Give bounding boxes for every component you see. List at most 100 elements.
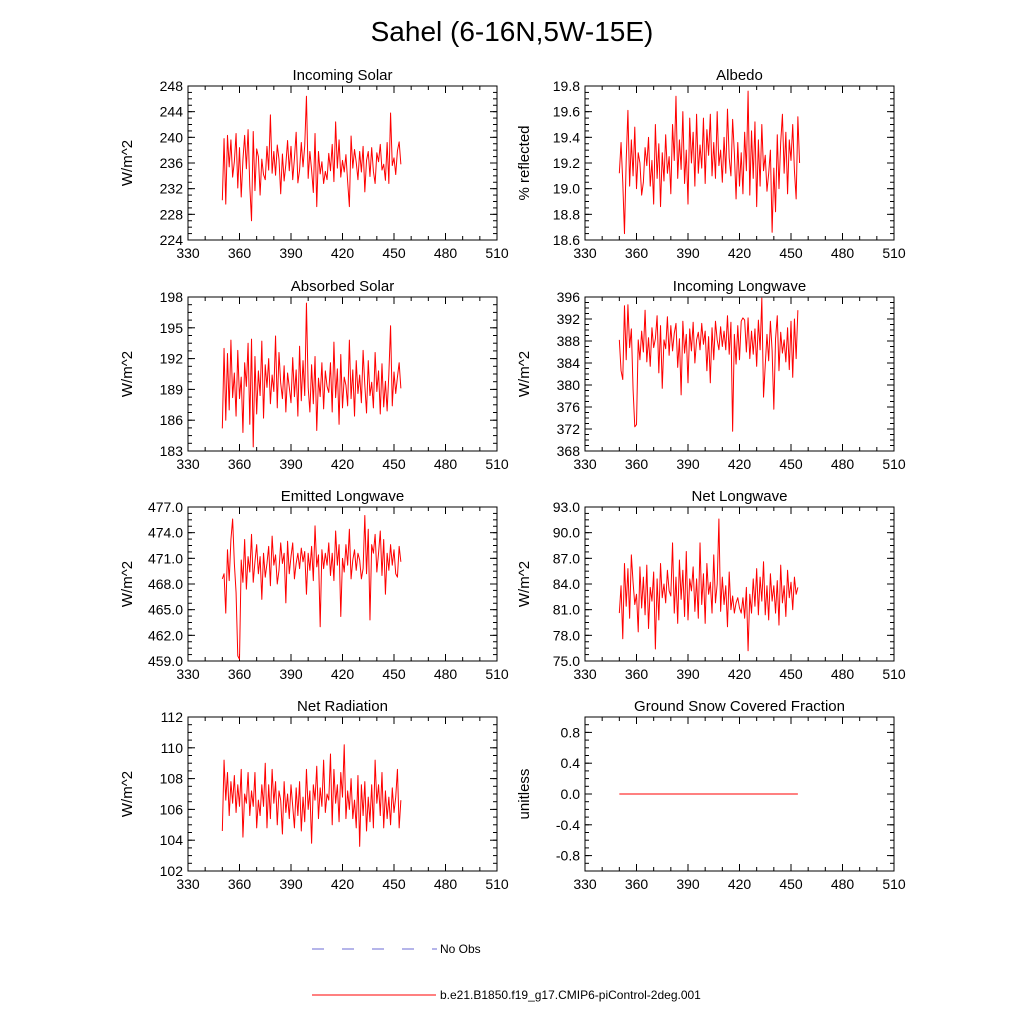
panel-title: Absorbed Solar (291, 278, 394, 295)
x-tick-label: 480 (434, 666, 458, 682)
series-line-absorbed-solar (221, 302, 402, 448)
panel-ground-snow-covered-fraction: Ground Snow Covered Fraction unitless 330 3… (516, 698, 906, 892)
x-tick-label: 330 (573, 245, 597, 261)
y-tick-label: 380 (557, 377, 581, 393)
panel-title: Incoming Solar (292, 67, 392, 84)
y-tick-label: 192 (160, 351, 184, 367)
y-tick-label: 232 (160, 181, 184, 197)
y-tick-label: -0.4 (556, 817, 580, 833)
y-tick-label: 108 (160, 771, 184, 787)
y-tick-label: 224 (160, 232, 184, 248)
x-tick-label: 360 (228, 456, 252, 472)
y-tick-label: 19.6 (553, 104, 580, 120)
x-tick-label: 390 (676, 456, 700, 472)
x-tick-label: 360 (625, 245, 649, 261)
panel-title: Emitted Longwave (281, 488, 404, 505)
x-tick-label: 450 (382, 876, 406, 892)
x-tick-label: 390 (279, 245, 303, 261)
x-tick-label: 480 (831, 876, 855, 892)
y-tick-label: 468.0 (148, 576, 183, 592)
x-tick-label: 390 (676, 245, 700, 261)
x-tick-label: 450 (382, 456, 406, 472)
plot-frame (584, 296, 895, 452)
y-tick-label: 396 (557, 289, 581, 305)
y-axis-label: W/m^2 (119, 771, 136, 817)
panel-title: Net Longwave (692, 488, 788, 505)
panel-incoming-solar: Incoming Solar W/m^2 330 360 390 420 450 480 510… (119, 67, 509, 261)
y-tick-label: 102 (160, 863, 184, 879)
x-tick-label: 420 (331, 876, 355, 892)
y-tick-label: 104 (160, 832, 184, 848)
x-tick-label: 450 (382, 245, 406, 261)
y-axis-label: W/m^2 (516, 351, 533, 397)
panel-title: Albedo (716, 67, 763, 84)
series-line-albedo (618, 90, 801, 235)
x-tick-label: 480 (434, 876, 458, 892)
y-tick-label: 372 (557, 421, 581, 437)
x-tick-label: 360 (625, 666, 649, 682)
y-axis-label: W/m^2 (516, 561, 533, 607)
x-tick-label: 510 (882, 666, 906, 682)
series-line-net-longwave (618, 518, 799, 652)
y-tick-label: 112 (161, 709, 184, 725)
plot-frame (187, 85, 498, 241)
y-tick-label: 388 (557, 333, 581, 349)
x-tick-label: 330 (573, 456, 597, 472)
x-tick-label: 510 (882, 876, 906, 892)
y-tick-label: 462.0 (148, 627, 183, 643)
y-tick-label: 19.2 (553, 155, 580, 171)
x-tick-label: 420 (331, 456, 355, 472)
y-tick-label: 189 (160, 381, 184, 397)
y-tick-label: 0.8 (561, 724, 581, 740)
x-tick-label: 360 (625, 456, 649, 472)
plot-frame (187, 296, 498, 452)
y-axis-label: % reflected (516, 125, 533, 200)
x-tick-label: 510 (485, 245, 509, 261)
y-tick-label: 240 (160, 129, 184, 145)
y-tick-label: 183 (160, 443, 184, 459)
x-tick-label: 510 (485, 456, 509, 472)
x-tick-label: 420 (331, 245, 355, 261)
y-tick-label: 236 (160, 155, 184, 171)
x-tick-label: 450 (779, 876, 803, 892)
y-tick-label: 106 (160, 801, 184, 817)
y-tick-label: 90.0 (553, 525, 580, 541)
x-tick-label: 480 (831, 245, 855, 261)
x-tick-label: 360 (625, 876, 649, 892)
y-tick-label: 110 (161, 740, 184, 756)
y-tick-label: 75.0 (553, 653, 580, 669)
x-tick-label: 480 (831, 666, 855, 682)
y-tick-label: 376 (557, 399, 581, 415)
x-tick-label: 390 (676, 666, 700, 682)
y-tick-label: 0.4 (561, 755, 581, 771)
y-tick-label: 0.0 (561, 786, 581, 802)
y-tick-label: 471.0 (148, 550, 183, 566)
x-tick-label: 330 (176, 245, 200, 261)
y-tick-label: 81.0 (553, 602, 580, 618)
plot-frame (187, 506, 498, 662)
x-tick-label: 330 (573, 666, 597, 682)
x-tick-label: 420 (728, 876, 752, 892)
legend-label-obs: No Obs (440, 942, 481, 956)
x-tick-label: 330 (176, 876, 200, 892)
panel-title: Net Radiation (297, 698, 388, 715)
x-tick-label: 390 (279, 666, 303, 682)
panel-grid: Incoming Solar W/m^2 330 360 390 420 450 480 510… (119, 67, 906, 892)
x-tick-label: 480 (434, 245, 458, 261)
panel-absorbed-solar: Absorbed Solar W/m^2 330 360 390 420 450 480 510… (119, 278, 509, 472)
y-tick-label: 248 (160, 78, 184, 94)
x-tick-label: 360 (228, 245, 252, 261)
y-axis-label: W/m^2 (119, 351, 136, 397)
x-tick-label: 510 (882, 245, 906, 261)
y-tick-label: 228 (160, 206, 184, 222)
legend: No Obs b.e21.B1850.f19_g17.CMIP6-piContro… (312, 942, 701, 1002)
y-tick-label: 18.8 (553, 206, 580, 222)
y-tick-label: 195 (160, 320, 184, 336)
y-tick-label: 186 (160, 412, 184, 428)
x-tick-label: 510 (485, 666, 509, 682)
x-tick-label: 330 (573, 876, 597, 892)
panel-emitted-longwave: Emitted Longwave W/m^2 330 360 390 420 450 480 5… (119, 488, 509, 682)
y-tick-label: 244 (160, 104, 184, 120)
plot-frame (584, 85, 895, 241)
y-tick-label: 465.0 (148, 602, 183, 618)
